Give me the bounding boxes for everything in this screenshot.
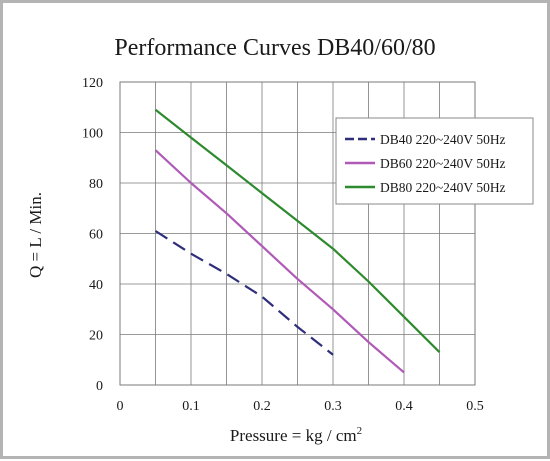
y-tick-label: 40 xyxy=(89,278,103,293)
y-tick-label: 20 xyxy=(89,329,103,344)
x-tick-label: 0.5 xyxy=(466,399,484,414)
series-line xyxy=(154,149,405,374)
series-layer xyxy=(154,108,441,374)
x-tick-label: 0 xyxy=(117,399,124,414)
y-tick-label: 60 xyxy=(89,228,103,243)
y-axis-label: Q = L / Min. xyxy=(26,192,45,278)
y-tick-label: 100 xyxy=(82,127,103,142)
x-axis-label-text: Pressure = kg / cm xyxy=(230,426,357,445)
x-tick-label: 0.3 xyxy=(324,399,342,414)
legend-box xyxy=(335,117,534,205)
y-tick-label: 80 xyxy=(89,177,103,192)
legend-label: DB40 220~240V 50Hz xyxy=(380,132,506,147)
series-line xyxy=(154,108,441,353)
legend: DB40 220~240V 50Hz DB60 220~240V 50Hz DB80… xyxy=(335,117,534,205)
y-tick-label: 120 xyxy=(82,76,103,91)
axis-layer: 0 20 40 60 80 100 120 0 0.1 0.2 0.3 0.4 0.5 xyxy=(82,76,484,414)
x-tick-label: 0.4 xyxy=(395,399,413,414)
x-axis-label-superscript: 2 xyxy=(357,425,363,437)
legend-label: DB60 220~240V 50Hz xyxy=(380,156,506,171)
chart-title: Performance Curves DB40/60/80 xyxy=(114,35,435,61)
series-line xyxy=(154,230,334,356)
performance-chart: Performance Curves DB40/60/80 0204060801… xyxy=(26,35,534,445)
x-tick-label: 0.2 xyxy=(253,399,271,414)
y-tick-label: 0 xyxy=(96,379,103,394)
x-axis-label: Pressure = kg / cm2 xyxy=(230,425,362,445)
legend-label: DB80 220~240V 50Hz xyxy=(380,180,506,195)
x-tick-label: 0.1 xyxy=(182,399,200,414)
